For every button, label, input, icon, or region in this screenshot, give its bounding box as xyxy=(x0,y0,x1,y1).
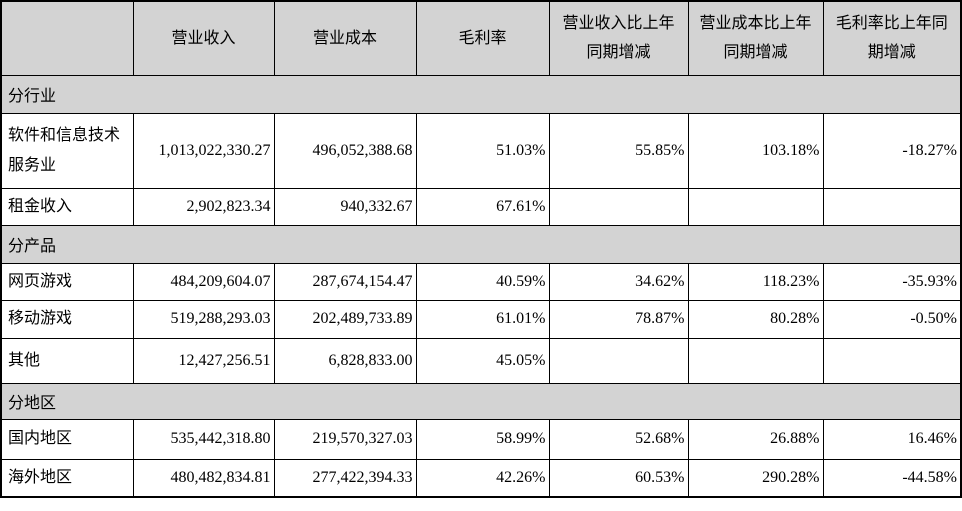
cell-gross-margin-yoy: 16.46% xyxy=(822,418,962,460)
cell-revenue: 480,482,834.81 xyxy=(132,458,275,498)
cell-gross-margin-yoy: -0.50% xyxy=(822,299,962,339)
cell-revenue-yoy: 78.87% xyxy=(548,299,689,339)
cell-revenue-yoy xyxy=(548,337,689,384)
header-cell-cost: 营业成本 xyxy=(273,0,417,76)
cell-gross-margin-yoy: -18.27% xyxy=(822,112,962,189)
cell-revenue-yoy: 52.68% xyxy=(548,418,689,460)
cell-gross-margin-yoy: -35.93% xyxy=(822,262,962,301)
cell-gross-margin: 51.03% xyxy=(415,112,550,189)
cell-revenue-yoy: 34.62% xyxy=(548,262,689,301)
header-cell-category xyxy=(0,0,134,76)
cell-cost: 496,052,388.68 xyxy=(273,112,417,189)
cell-revenue: 2,902,823.34 xyxy=(132,187,275,226)
row-label: 移动游戏 xyxy=(0,299,134,339)
cell-cost: 287,674,154.47 xyxy=(273,262,417,301)
row-label: 海外地区 xyxy=(0,458,134,498)
row-label: 其他 xyxy=(0,337,134,384)
header-cell-gross-margin: 毛利率 xyxy=(415,0,550,76)
cell-cost: 219,570,327.03 xyxy=(273,418,417,460)
cell-cost: 6,828,833.00 xyxy=(273,337,417,384)
cell-gross-margin: 40.59% xyxy=(415,262,550,301)
cell-cost-yoy xyxy=(687,337,824,384)
cell-revenue-yoy: 55.85% xyxy=(548,112,689,189)
cell-cost-yoy: 118.23% xyxy=(687,262,824,301)
table-row-software-it: 软件和信息技术 服务业 1,013,022,330.27 496,052,388… xyxy=(0,112,962,189)
cell-revenue-yoy: 60.53% xyxy=(548,458,689,498)
cell-cost-yoy xyxy=(687,187,824,226)
cell-revenue: 12,427,256.51 xyxy=(132,337,275,384)
section-title: 分地区 xyxy=(0,382,962,420)
section-title: 分产品 xyxy=(0,224,962,264)
cell-cost: 202,489,733.89 xyxy=(273,299,417,339)
header-cell-revenue-yoy: 营业收入比上年 同期增减 xyxy=(548,0,689,76)
cell-revenue-yoy xyxy=(548,187,689,226)
section-title: 分行业 xyxy=(0,74,962,114)
cell-gross-margin: 67.61% xyxy=(415,187,550,226)
section-row-by-region: 分地区 xyxy=(0,382,962,420)
cell-revenue: 1,013,022,330.27 xyxy=(132,112,275,189)
table-row-rental-income: 租金收入 2,902,823.34 940,332.67 67.61% xyxy=(0,187,962,226)
table-row-mobile-games: 移动游戏 519,288,293.03 202,489,733.89 61.01… xyxy=(0,299,962,339)
cell-gross-margin: 42.26% xyxy=(415,458,550,498)
row-label: 国内地区 xyxy=(0,418,134,460)
section-row-by-product: 分产品 xyxy=(0,224,962,264)
table-header-row: 营业收入 营业成本 毛利率 营业收入比上年 同期增减 营业成本比上年 同期增减 … xyxy=(0,0,962,76)
cell-cost: 940,332.67 xyxy=(273,187,417,226)
table-row-web-games: 网页游戏 484,209,604.07 287,674,154.47 40.59… xyxy=(0,262,962,301)
header-cell-cost-yoy: 营业成本比上年 同期增减 xyxy=(687,0,824,76)
cell-gross-margin: 45.05% xyxy=(415,337,550,384)
row-label: 软件和信息技术 服务业 xyxy=(0,112,134,189)
cell-cost-yoy: 103.18% xyxy=(687,112,824,189)
cell-cost-yoy: 80.28% xyxy=(687,299,824,339)
header-cell-gross-margin-yoy: 毛利率比上年同 期增减 xyxy=(822,0,962,76)
revenue-cost-margin-table: 营业收入 营业成本 毛利率 营业收入比上年 同期增减 营业成本比上年 同期增减 … xyxy=(0,0,962,498)
cell-revenue: 535,442,318.80 xyxy=(132,418,275,460)
cell-revenue: 519,288,293.03 xyxy=(132,299,275,339)
cell-cost: 277,422,394.33 xyxy=(273,458,417,498)
cell-gross-margin-yoy xyxy=(822,337,962,384)
cell-gross-margin: 61.01% xyxy=(415,299,550,339)
table-row-domestic: 国内地区 535,442,318.80 219,570,327.03 58.99… xyxy=(0,418,962,460)
cell-gross-margin: 58.99% xyxy=(415,418,550,460)
cell-revenue: 484,209,604.07 xyxy=(132,262,275,301)
section-row-by-industry: 分行业 xyxy=(0,74,962,114)
cell-gross-margin-yoy: -44.58% xyxy=(822,458,962,498)
cell-cost-yoy: 290.28% xyxy=(687,458,824,498)
row-label: 租金收入 xyxy=(0,187,134,226)
cell-gross-margin-yoy xyxy=(822,187,962,226)
table-row-overseas: 海外地区 480,482,834.81 277,422,394.33 42.26… xyxy=(0,458,962,498)
cell-cost-yoy: 26.88% xyxy=(687,418,824,460)
table-row-other: 其他 12,427,256.51 6,828,833.00 45.05% xyxy=(0,337,962,384)
row-label: 网页游戏 xyxy=(0,262,134,301)
header-cell-revenue: 营业收入 xyxy=(132,0,275,76)
